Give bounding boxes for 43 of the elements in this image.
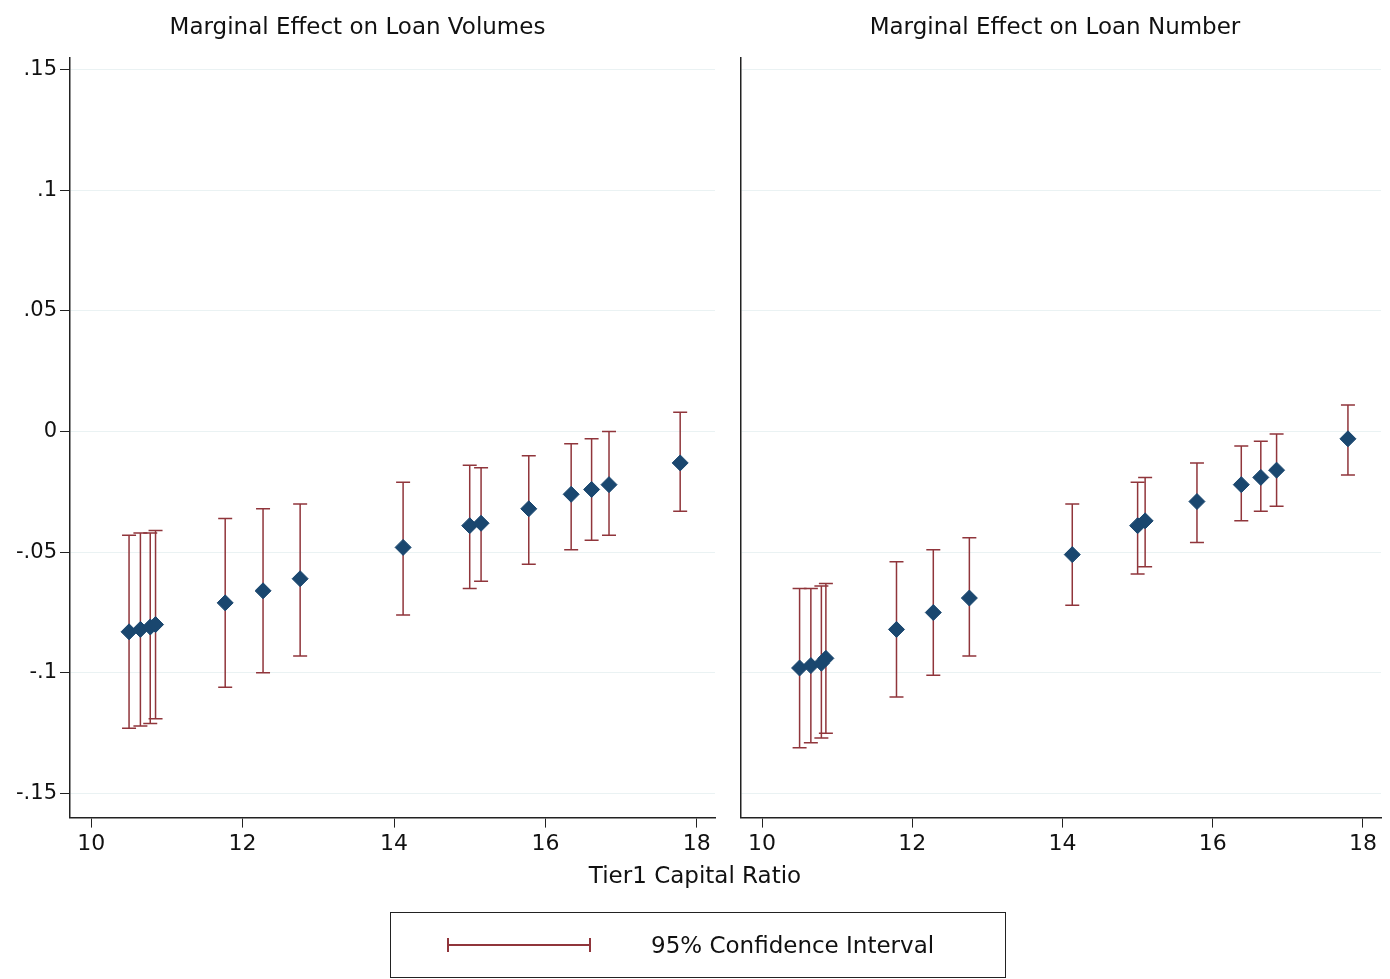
- point: [1063, 546, 1081, 564]
- x-tick-label: 14: [380, 829, 409, 855]
- point: [1188, 493, 1206, 511]
- y-tick-label: 0: [43, 418, 57, 443]
- point: [394, 538, 412, 556]
- x-tick-label: 14: [1048, 829, 1077, 855]
- x-tick-label: 12: [228, 829, 257, 855]
- point: [520, 500, 538, 518]
- y-tick-label: .15: [23, 56, 57, 81]
- x-tick-label: 12: [898, 829, 927, 855]
- point: [583, 480, 601, 498]
- point: [887, 620, 905, 638]
- point: [1252, 468, 1270, 486]
- point: [216, 594, 234, 612]
- x-tick-label: 18: [1348, 829, 1377, 855]
- x-tick-label: 16: [531, 829, 560, 855]
- point: [1268, 461, 1286, 479]
- chart-title: Marginal Effect on Loan Volumes: [169, 12, 546, 39]
- point: [291, 570, 309, 588]
- y-tick-label: -.15: [16, 779, 57, 804]
- y-tick-label: .05: [23, 297, 57, 322]
- x-tick-label: 16: [1198, 829, 1227, 855]
- point: [254, 582, 272, 600]
- point: [472, 514, 490, 532]
- y-tick-label: .1: [36, 176, 57, 201]
- point: [120, 623, 138, 641]
- point: [1232, 476, 1250, 494]
- y-tick-label: -.05: [16, 538, 57, 563]
- chart-title: Marginal Effect on Loan Number: [869, 12, 1241, 39]
- x-tick-label: 18: [682, 829, 711, 855]
- text: 95% Confidence Interval: [651, 932, 935, 958]
- y-tick-label: -.1: [29, 659, 57, 684]
- x-axis-title: Tier1 Capital Ratio: [587, 862, 803, 888]
- point: [671, 454, 689, 472]
- point: [1339, 430, 1357, 448]
- x-tick-label: 10: [748, 829, 777, 855]
- point: [600, 476, 618, 494]
- point: [562, 485, 580, 503]
- point: [924, 604, 942, 622]
- x-tick-label: 10: [77, 829, 106, 855]
- point: [817, 649, 835, 667]
- point: [960, 589, 978, 607]
- point: [791, 659, 809, 677]
